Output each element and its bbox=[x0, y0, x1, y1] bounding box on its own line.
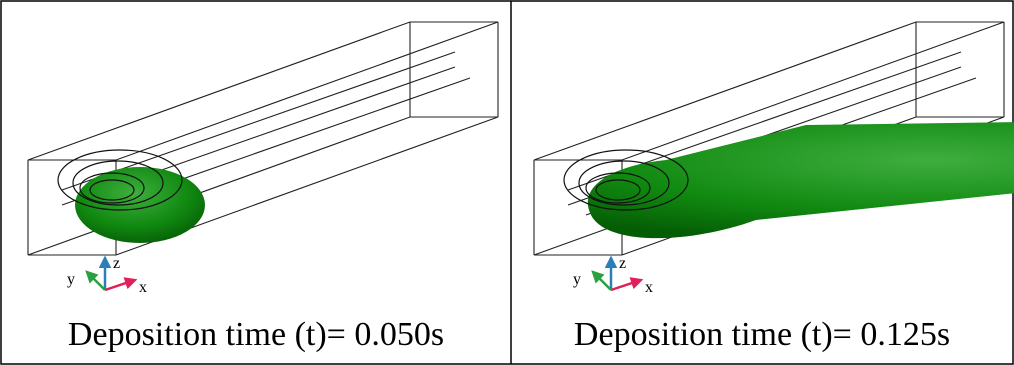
panel: z x y Deposition time (t)= 0.050s bbox=[28, 22, 498, 353]
y-axis-arrow bbox=[87, 272, 105, 290]
caption: Deposition time (t)= 0.125s bbox=[574, 316, 950, 353]
axis-label: x bbox=[645, 279, 653, 296]
x-axis-arrow bbox=[105, 280, 135, 290]
axis-label: y bbox=[67, 271, 75, 288]
axis-label: y bbox=[573, 271, 581, 288]
axis-label: z bbox=[619, 255, 626, 272]
x-axis-arrow bbox=[611, 280, 641, 290]
melt-pool bbox=[75, 167, 205, 243]
figure: z x y Deposition time (t)= 0.050s z x y Deposit… bbox=[0, 0, 1014, 365]
deposited-track bbox=[588, 118, 1014, 238]
axis-label: x bbox=[139, 279, 147, 296]
axis-label: z bbox=[113, 255, 120, 272]
panel: z x y Deposition time (t)= 0.125s bbox=[534, 22, 1014, 353]
y-axis-arrow bbox=[593, 272, 611, 290]
caption: Deposition time (t)= 0.050s bbox=[68, 316, 444, 353]
